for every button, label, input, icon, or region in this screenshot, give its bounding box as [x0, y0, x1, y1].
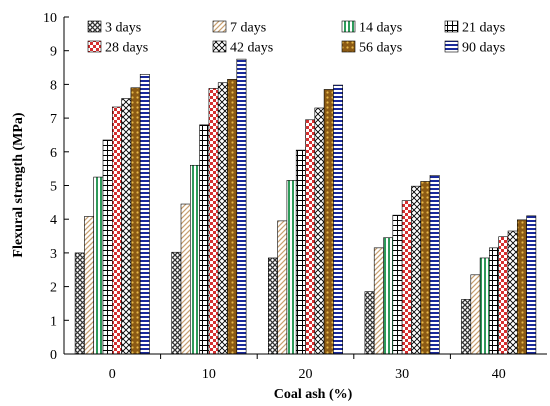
bar-90-days-coal-ash-10: [236, 58, 247, 355]
x-tick-label-20: 20: [299, 367, 313, 382]
bar-7-days-coal-ash-20: [277, 220, 288, 355]
bar-28-days-coal-ash-30: [401, 200, 412, 355]
bar-28-days-coal-ash-10: [208, 88, 219, 355]
bar-90-days-coal-ash-0: [139, 73, 150, 355]
bar-3-days-coal-ash-10: [171, 251, 182, 355]
legend-label-42-days: 42 days: [230, 41, 273, 56]
bar-56-days-coal-ash-40: [516, 219, 527, 355]
bar-14-days-coal-ash-0: [93, 176, 104, 355]
bar-28-days-coal-ash-40: [498, 236, 509, 355]
bar-42-days-coal-ash-10: [217, 82, 228, 355]
bar-14-days-coal-ash-10: [190, 164, 200, 355]
bar-14-days-coal-ash-40: [479, 257, 490, 355]
legend-swatch-56-days: [341, 40, 356, 53]
bar-42-days-coal-ash-0: [121, 98, 132, 355]
legend: 3 days 7 days 14 days 21 days 28 days 42 days…: [87, 20, 505, 56]
y-tick-label-8: 8: [50, 78, 57, 93]
y-tick-label-9: 9: [50, 45, 57, 60]
bar-42-days-coal-ash-40: [507, 230, 518, 355]
bar-42-days-coal-ash-30: [411, 185, 421, 355]
y-tick-label-2: 2: [50, 281, 57, 296]
legend-swatch-21-days: [444, 20, 459, 33]
axes-layer: [63, 16, 547, 359]
legend-swatch-14-days: [341, 20, 356, 33]
legend-label-90-days: 90 days: [462, 41, 505, 56]
legend-swatch-42-days: [212, 40, 227, 53]
bar-3-days-coal-ash-30: [364, 291, 375, 355]
y-tick-label-4: 4: [50, 213, 57, 228]
bar-21-days-coal-ash-30: [392, 214, 403, 355]
legend-label-21-days: 21 days: [462, 21, 505, 36]
bar-28-days-coal-ash-20: [305, 119, 316, 355]
bar-56-days-coal-ash-30: [420, 181, 431, 355]
bar-14-days-coal-ash-20: [286, 180, 297, 355]
x-axis-title: Coal ash (%): [274, 387, 353, 402]
x-tick-label-30: 30: [395, 367, 409, 382]
ticks-layer: 0 10 20 30 40 0 1 2 3 4 5 6 7 8 9 10: [43, 11, 506, 382]
x-tick-label-10: 10: [202, 367, 216, 382]
y-tick-label-6: 6: [50, 146, 57, 161]
legend-swatch-28-days: [87, 40, 102, 53]
y-tick-label-3: 3: [50, 247, 57, 262]
bars-layer: [74, 58, 537, 355]
bar-7-days-coal-ash-40: [470, 274, 481, 355]
legend-swatch-90-days: [444, 40, 459, 53]
legend-swatch-7-days: [212, 20, 227, 33]
bar-90-days-coal-ash-20: [333, 84, 343, 355]
bar-56-days-coal-ash-10: [227, 79, 238, 355]
bar-3-days-coal-ash-20: [267, 257, 278, 355]
bar-14-days-coal-ash-30: [383, 237, 394, 355]
y-tick-label-10: 10: [43, 11, 57, 26]
bar-28-days-coal-ash-0: [112, 106, 122, 355]
legend-swatch-3-days: [87, 20, 102, 33]
bar-42-days-coal-ash-20: [314, 107, 325, 355]
x-tick-label-40: 40: [492, 367, 506, 382]
bar-56-days-coal-ash-0: [130, 87, 141, 355]
x-tick-label-0: 0: [109, 367, 116, 382]
legend-label-3-days: 3 days: [105, 21, 141, 36]
bar-21-days-coal-ash-40: [489, 247, 499, 355]
bar-21-days-coal-ash-0: [102, 139, 113, 355]
y-axis-title: Flexural strength (MPa): [11, 112, 26, 257]
bar-56-days-coal-ash-20: [323, 89, 334, 355]
y-tick-label-1: 1: [50, 314, 57, 329]
y-tick-label-7: 7: [50, 112, 57, 127]
bar-3-days-coal-ash-40: [461, 299, 472, 355]
legend-label-28-days: 28 days: [105, 41, 148, 56]
bar-7-days-coal-ash-10: [180, 203, 191, 355]
bar-21-days-coal-ash-20: [295, 149, 306, 355]
legend-label-7-days: 7 days: [230, 21, 266, 36]
legend-label-14-days: 14 days: [359, 21, 402, 36]
y-tick-label-0: 0: [50, 348, 57, 363]
legend-label-56-days: 56 days: [359, 41, 402, 56]
bar-3-days-coal-ash-0: [74, 252, 85, 355]
bar-21-days-coal-ash-10: [199, 124, 210, 355]
bar-90-days-coal-ash-40: [526, 215, 537, 355]
bar-90-days-coal-ash-30: [429, 175, 440, 355]
y-tick-label-5: 5: [50, 180, 57, 195]
bar-7-days-coal-ash-0: [84, 216, 95, 355]
bar-7-days-coal-ash-30: [373, 247, 384, 355]
